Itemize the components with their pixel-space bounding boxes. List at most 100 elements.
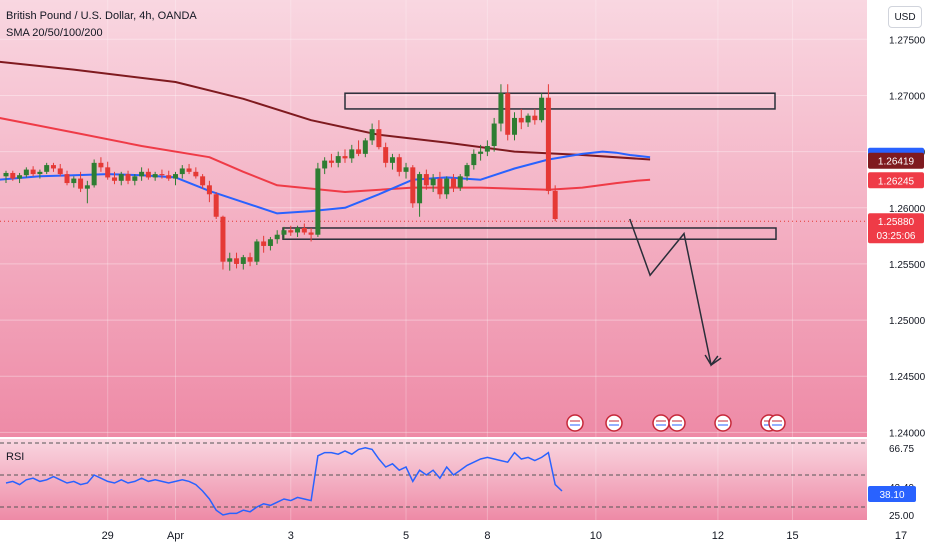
candle-body — [91, 162, 97, 186]
price-tick-label: 1.24000 — [889, 428, 926, 439]
candle-body — [512, 117, 517, 135]
candle-body — [57, 168, 63, 175]
candle-body — [444, 178, 450, 195]
rsi-level-label: 25.00 — [889, 511, 914, 522]
projection — [629, 218, 722, 367]
time-tick-label: 17 — [895, 530, 907, 542]
candle-body — [17, 175, 23, 179]
candle-body — [261, 241, 267, 246]
rsi-line — [5, 447, 563, 516]
candle-body — [464, 165, 470, 177]
currency-button[interactable]: USD — [888, 6, 922, 28]
event-flag-icon — [668, 414, 686, 432]
candle-body — [206, 185, 212, 195]
price-tick-label: 1.26000 — [889, 204, 926, 215]
candle-body — [423, 174, 429, 186]
candle-body — [308, 232, 314, 235]
projection-path — [629, 218, 719, 367]
rsi-plot — [0, 442, 867, 516]
candle-body — [491, 123, 497, 146]
candle-body — [227, 258, 233, 262]
candle-body — [159, 174, 165, 176]
candle-body — [132, 176, 138, 181]
rsi-title: RSI — [6, 451, 25, 463]
candle-body — [328, 160, 334, 163]
time-tick-label: 8 — [484, 530, 490, 542]
candle-body — [200, 176, 206, 186]
event-flag-icon — [566, 414, 584, 432]
candle-body — [173, 174, 178, 179]
candle-body — [139, 171, 145, 177]
candle-body — [193, 171, 199, 177]
sma-line — [0, 117, 651, 193]
main-pane-background — [0, 0, 867, 438]
candle-body — [376, 129, 382, 148]
candle-body — [457, 176, 463, 188]
candle-body — [220, 216, 226, 262]
candle-body — [322, 160, 328, 169]
rsi-value-tag — [868, 486, 916, 503]
price-tick-label: 1.24500 — [889, 372, 926, 383]
candle-body — [430, 178, 436, 186]
candle-body — [179, 168, 185, 175]
candle-body — [484, 146, 490, 152]
candle-body — [498, 93, 504, 124]
event-flag-icon — [768, 414, 786, 432]
time-tick-label: 5 — [403, 530, 409, 542]
price-tag-label: 1.26245 — [878, 176, 915, 187]
indicator-title: SMA 20/50/100/200 — [6, 27, 103, 39]
candle-body — [3, 172, 9, 177]
rsi-pane-background — [0, 438, 867, 520]
candle-body — [471, 153, 477, 166]
candle-body — [71, 178, 77, 184]
candle-body — [389, 157, 395, 163]
rsi-level-label: 66.75 — [889, 444, 914, 455]
candle-body — [145, 171, 151, 178]
event-flag-icon — [652, 414, 670, 432]
candle-body — [98, 162, 104, 168]
price-tags: 66.7542.4938.1025.001.264631.264191.2624… — [868, 147, 924, 522]
candle-body — [356, 149, 362, 154]
time-axis: 29 Apr 3 5 8 10 12 15 17 — [102, 530, 908, 542]
event-flag-icon — [605, 414, 623, 432]
candle-body — [50, 165, 56, 169]
price-tag-label: 1.26419 — [878, 157, 915, 168]
event-markers — [566, 414, 786, 432]
candle-body — [281, 230, 287, 235]
candles — [3, 84, 558, 271]
candle-body — [383, 147, 389, 163]
resistance-zone — [344, 92, 776, 110]
candle-body — [267, 239, 273, 246]
candle-body — [417, 174, 423, 204]
candle-body — [64, 174, 70, 184]
symbol-title: British Pound / U.S. Dollar, 4h, OANDA — [6, 10, 197, 22]
candle-body — [532, 115, 538, 121]
candle-body — [403, 167, 409, 172]
candle-body — [410, 167, 416, 204]
price-tag-label: 1.25880 — [878, 217, 915, 228]
candle-body — [111, 177, 117, 181]
candle-body — [295, 227, 301, 233]
candle-body — [274, 234, 280, 240]
candle-body — [152, 174, 158, 178]
candle-body — [10, 172, 16, 179]
candle-body — [247, 257, 253, 262]
candle-body — [369, 129, 375, 141]
time-tick-label: 15 — [786, 530, 798, 542]
price-tick-label: 1.25500 — [889, 260, 926, 271]
candle-body — [234, 258, 240, 264]
candle-body — [450, 178, 456, 188]
price-tick-label: 1.27500 — [889, 35, 926, 46]
bar-countdown-label: 03:25:06 — [877, 231, 916, 242]
sma-line — [0, 150, 651, 215]
time-tick-label: 3 — [288, 530, 294, 542]
candle-body — [30, 169, 36, 175]
candle-body — [335, 156, 341, 163]
candle-body — [254, 241, 260, 262]
candle-body — [288, 230, 294, 233]
candle-body — [213, 194, 219, 217]
time-tick-label: Apr — [167, 530, 184, 542]
candle-body — [240, 257, 246, 264]
